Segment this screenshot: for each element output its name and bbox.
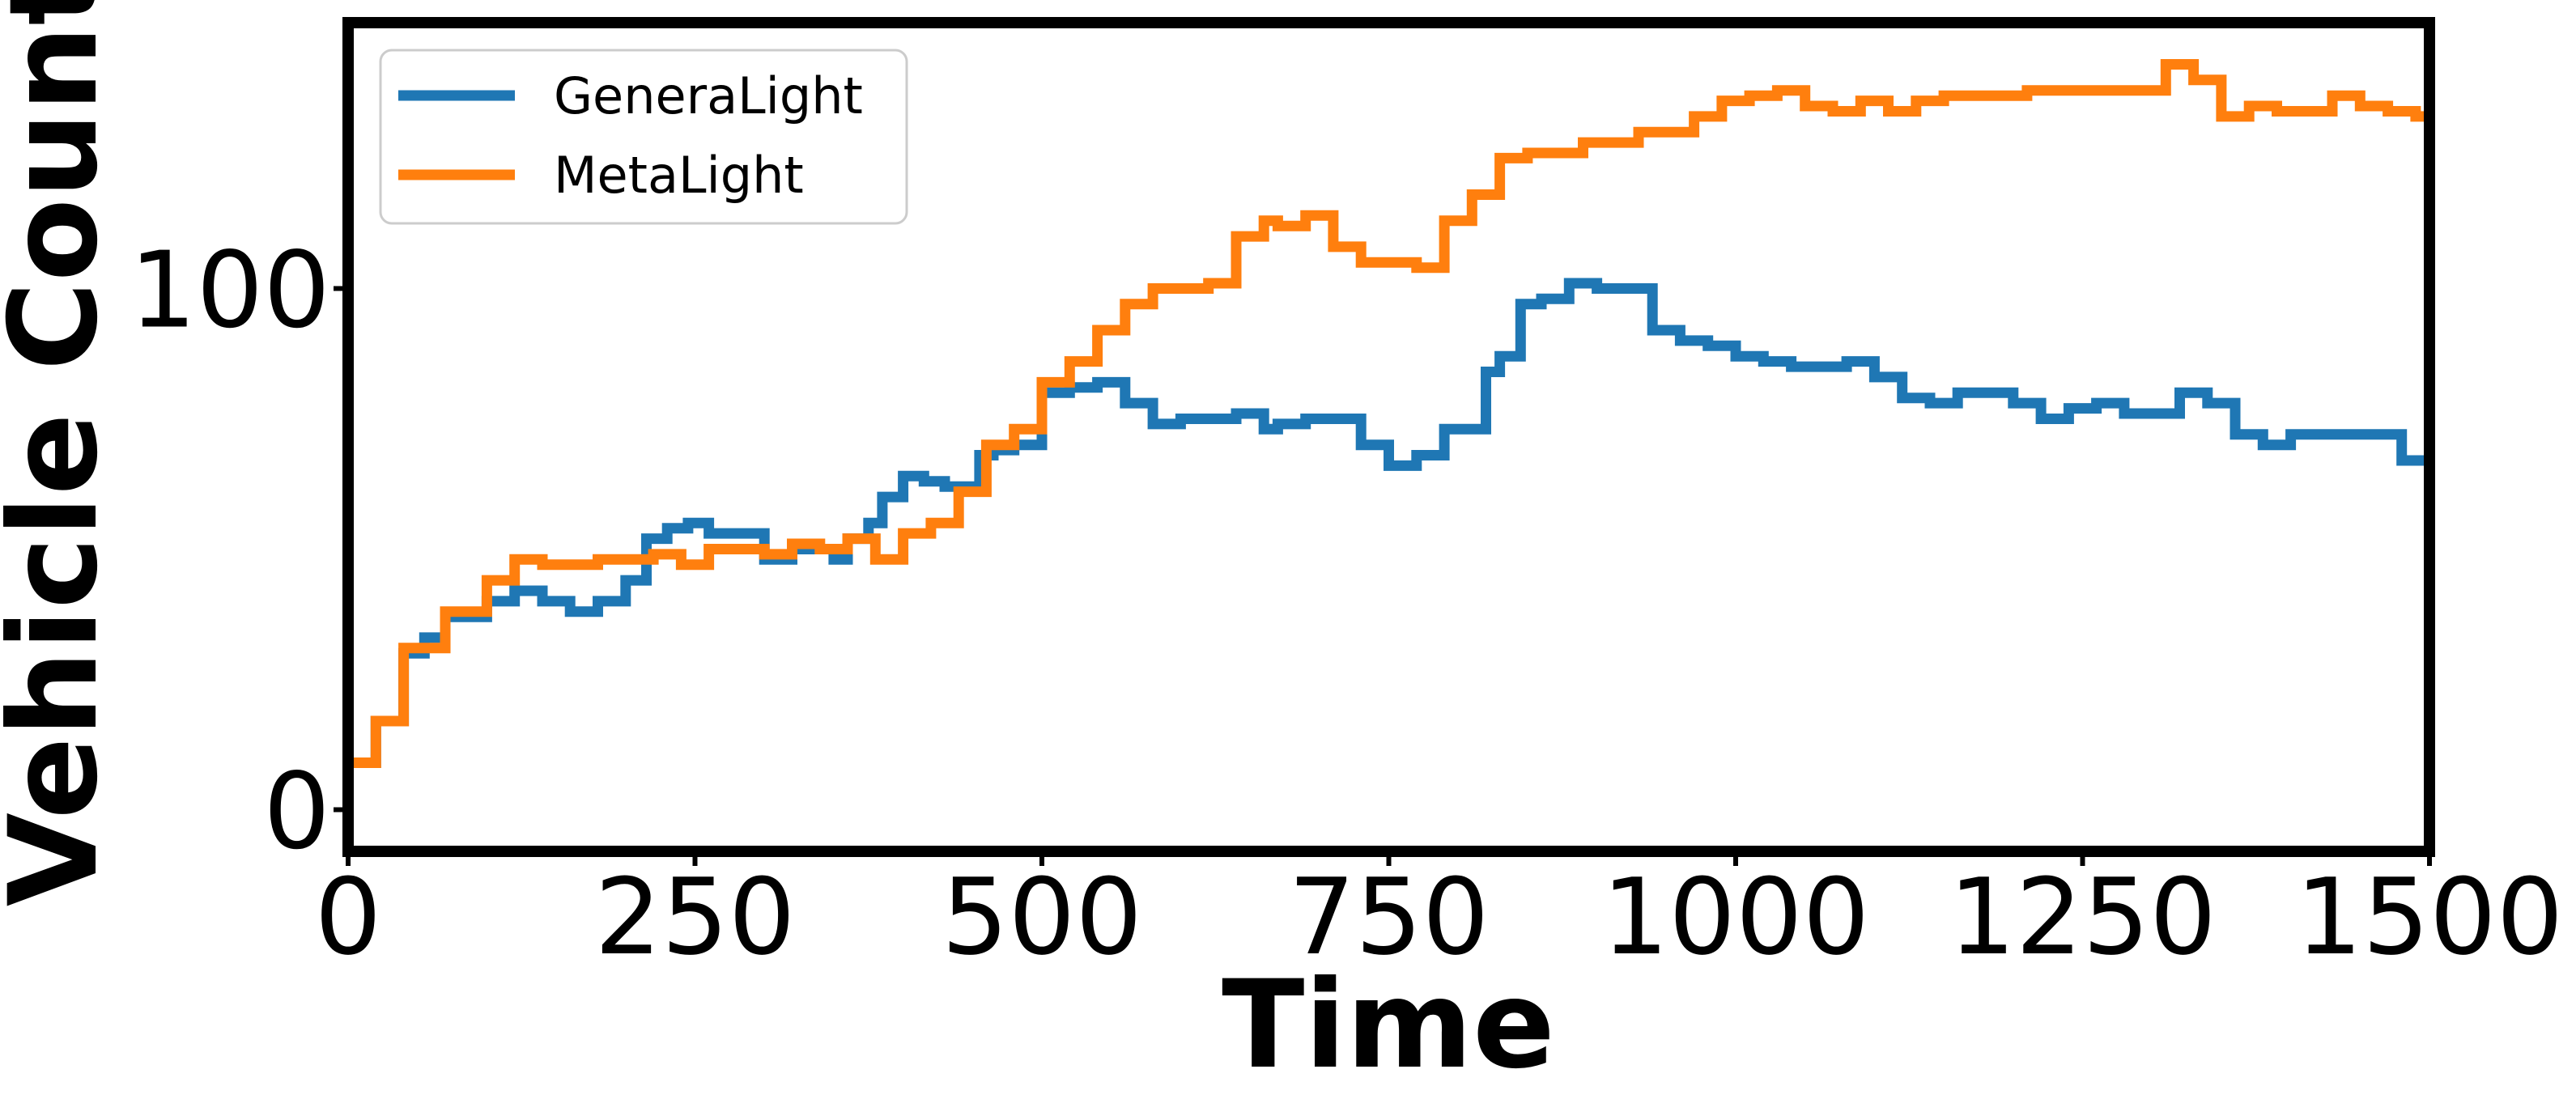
series-line-metalight <box>348 59 2429 768</box>
y-tick-label: 0 <box>263 749 330 872</box>
legend-label-metalight: MetaLight <box>554 146 804 205</box>
x-tick-label: 500 <box>942 855 1142 978</box>
x-tick-label: 0 <box>315 855 382 978</box>
x-tick-label: 250 <box>594 855 795 978</box>
y-tick-label: 100 <box>130 228 330 351</box>
x-tick-label: 1250 <box>1949 855 2217 978</box>
x-tick-label: 750 <box>1288 855 1489 978</box>
legend-label-generalight: GeneraLight <box>554 66 863 125</box>
legend: GeneraLight MetaLight <box>379 49 908 225</box>
ticks-layer: 0 250 500 750 1000 1250 1500 0 100 <box>130 228 2564 978</box>
y-axis-title: Vehicle Count <box>0 0 125 906</box>
series-line-generalight <box>348 278 2435 768</box>
x-tick-label: 1000 <box>1602 855 1870 978</box>
x-tick-label: 1500 <box>2296 855 2564 978</box>
series-layer <box>348 59 2435 768</box>
x-axis-title: Time <box>1222 955 1555 1096</box>
